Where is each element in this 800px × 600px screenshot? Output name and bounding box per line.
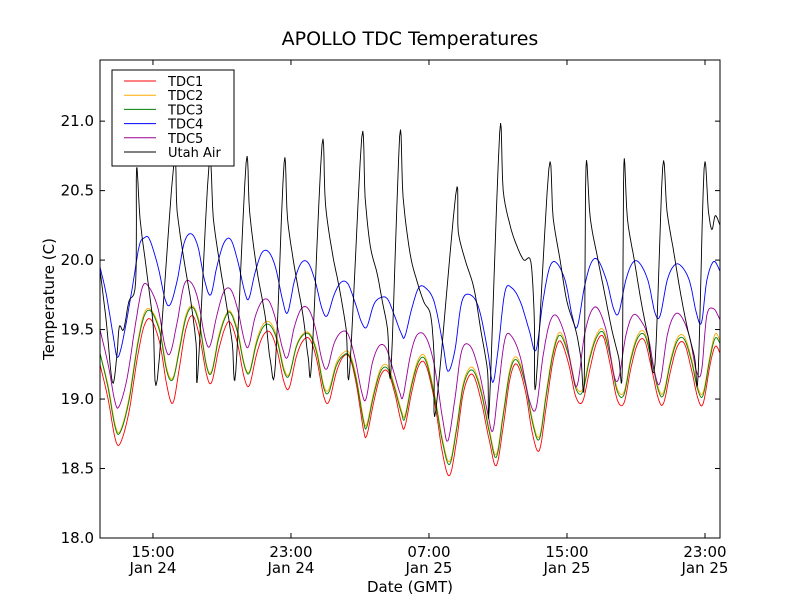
- y-tick-label: 20.0: [61, 251, 94, 269]
- x-tick-label-date: Jan 25: [680, 559, 728, 577]
- series-line-utah-air: [99, 122, 721, 420]
- legend-label: TDC3: [167, 103, 203, 118]
- y-tick-label: 18.0: [61, 529, 94, 547]
- series-line-tdc4: [99, 233, 721, 384]
- x-axis-label: Date (GMT): [367, 578, 453, 596]
- x-tick-label-time: 15:00: [545, 543, 588, 561]
- x-tick-label-date: Jan 24: [266, 559, 314, 577]
- y-axis: 18.0 18.5 19.0 19.5 20.0 20.5 21.0: [61, 112, 720, 547]
- x-tick-label-date: Jan 25: [542, 559, 590, 577]
- legend-label: Utah Air: [168, 146, 221, 161]
- series-line-tdc5: [99, 279, 721, 442]
- y-tick-label: 18.5: [61, 460, 94, 478]
- plot-area: [99, 122, 721, 477]
- y-axis-label: Temperature (C): [40, 238, 58, 361]
- legend-label: TDC4: [167, 118, 203, 133]
- x-tick-label-time: 23:00: [269, 543, 312, 561]
- legend-box: [111, 69, 235, 167]
- axes-frame: [99, 59, 721, 539]
- y-tick-label: 20.5: [61, 182, 94, 200]
- y-tick-label: 19.0: [61, 390, 94, 408]
- x-tick-label-date: Jan 25: [404, 559, 452, 577]
- x-tick-label-time: 15:00: [131, 543, 174, 561]
- x-tick-label-time: 23:00: [683, 543, 726, 561]
- y-tick-label: 21.0: [61, 112, 94, 130]
- y-tick-label: 19.5: [61, 321, 94, 339]
- series-line-tdc1: [99, 315, 721, 477]
- chart-title: APOLLO TDC Temperatures: [282, 28, 539, 50]
- legend-label: TDC5: [167, 132, 203, 147]
- series-line-tdc3: [99, 306, 721, 465]
- legend-label: TDC1: [167, 75, 203, 90]
- legend-label: TDC2: [167, 89, 203, 104]
- x-tick-label-date: Jan 24: [128, 559, 176, 577]
- x-tick-label-time: 07:00: [407, 543, 450, 561]
